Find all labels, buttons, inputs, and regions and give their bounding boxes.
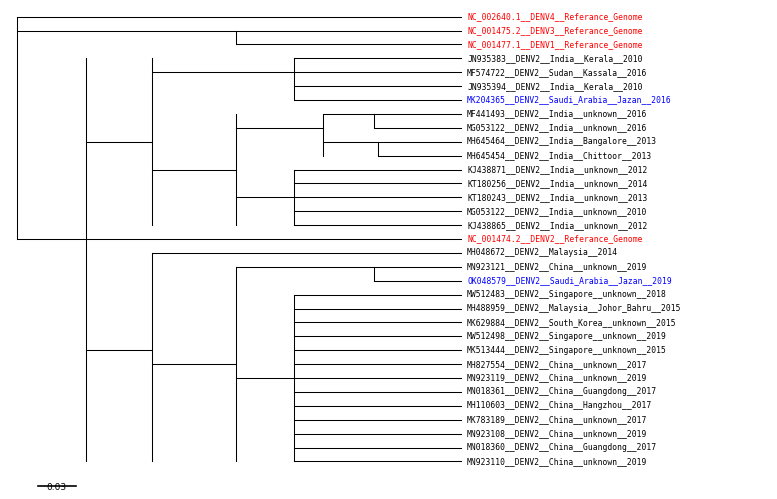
Text: MW512483__DENV2__Singapore__unknown__2018: MW512483__DENV2__Singapore__unknown__201…	[467, 290, 667, 299]
Text: MN923108__DENV2__China__unknown__2019: MN923108__DENV2__China__unknown__2019	[467, 429, 647, 438]
Text: JN935394__DENV2__India__Kerala__2010: JN935394__DENV2__India__Kerala__2010	[467, 82, 643, 91]
Text: MG053122__DENV2__India__unknown__2010: MG053122__DENV2__India__unknown__2010	[467, 207, 647, 216]
Text: MN018360__DENV2__China__Guangdong__2017: MN018360__DENV2__China__Guangdong__2017	[467, 443, 657, 452]
Text: MK629884__DENV2__South_Korea__unknown__2015: MK629884__DENV2__South_Korea__unknown__2…	[467, 318, 677, 327]
Text: MH827554__DENV2__China__unknown__2017: MH827554__DENV2__China__unknown__2017	[467, 360, 647, 369]
Text: NC_002640.1__DENV4__Referance_Genome: NC_002640.1__DENV4__Referance_Genome	[467, 12, 643, 21]
Text: MG053122__DENV2__India__unknown__2016: MG053122__DENV2__India__unknown__2016	[467, 123, 647, 132]
Text: MH488959__DENV2__Malaysia__Johor_Bahru__2015: MH488959__DENV2__Malaysia__Johor_Bahru__…	[467, 304, 681, 313]
Text: MN923119__DENV2__China__unknown__2019: MN923119__DENV2__China__unknown__2019	[467, 374, 647, 383]
Text: KT180256__DENV2__India__unknown__2014: KT180256__DENV2__India__unknown__2014	[467, 179, 647, 188]
Text: KJ438865__DENV2__India__unknown__2012: KJ438865__DENV2__India__unknown__2012	[467, 221, 647, 230]
Text: NC_001475.2__DENV3__Referance_Genome: NC_001475.2__DENV3__Referance_Genome	[467, 26, 643, 35]
Text: MN923121__DENV2__China__unknown__2019: MN923121__DENV2__China__unknown__2019	[467, 262, 647, 271]
Text: MF441493__DENV2__India__unknown__2016: MF441493__DENV2__India__unknown__2016	[467, 109, 647, 118]
Text: NC_001474.2__DENV2__Referance_Genome: NC_001474.2__DENV2__Referance_Genome	[467, 235, 643, 244]
Text: MK204365__DENV2__Saudi_Arabia__Jazan__2016: MK204365__DENV2__Saudi_Arabia__Jazan__20…	[467, 96, 672, 105]
Text: MH110603__DENV2__China__Hangzhou__2017: MH110603__DENV2__China__Hangzhou__2017	[467, 401, 653, 410]
Text: MN923110__DENV2__China__unknown__2019: MN923110__DENV2__China__unknown__2019	[467, 457, 647, 466]
Text: MF574722__DENV2__Sudan__Kassala__2016: MF574722__DENV2__Sudan__Kassala__2016	[467, 68, 647, 77]
Text: KT180243__DENV2__India__unknown__2013: KT180243__DENV2__India__unknown__2013	[467, 193, 647, 202]
Text: JN935383__DENV2__India__Kerala__2010: JN935383__DENV2__India__Kerala__2010	[467, 54, 643, 63]
Text: MH048672__DENV2__Malaysia__2014: MH048672__DENV2__Malaysia__2014	[467, 249, 618, 257]
Text: OK048579__DENV2__Saudi_Arabia__Jazan__2019: OK048579__DENV2__Saudi_Arabia__Jazan__20…	[467, 276, 672, 285]
Text: MN018361__DENV2__China__Guangdong__2017: MN018361__DENV2__China__Guangdong__2017	[467, 387, 657, 397]
Text: MH645464__DENV2__India__Bangalore__2013: MH645464__DENV2__India__Bangalore__2013	[467, 137, 657, 146]
Text: 0.03: 0.03	[47, 483, 67, 492]
Text: MH645454__DENV2__India__Chittoor__2013: MH645454__DENV2__India__Chittoor__2013	[467, 151, 653, 160]
Text: NC_001477.1__DENV1__Referance_Genome: NC_001477.1__DENV1__Referance_Genome	[467, 40, 643, 49]
Text: MK513444__DENV2__Singapore__unknown__2015: MK513444__DENV2__Singapore__unknown__201…	[467, 346, 667, 355]
Text: MW512498__DENV2__Singapore__unknown__2019: MW512498__DENV2__Singapore__unknown__201…	[467, 332, 667, 341]
Text: MK783189__DENV2__China__unknown__2017: MK783189__DENV2__China__unknown__2017	[467, 415, 647, 424]
Text: KJ438871__DENV2__India__unknown__2012: KJ438871__DENV2__India__unknown__2012	[467, 165, 647, 174]
